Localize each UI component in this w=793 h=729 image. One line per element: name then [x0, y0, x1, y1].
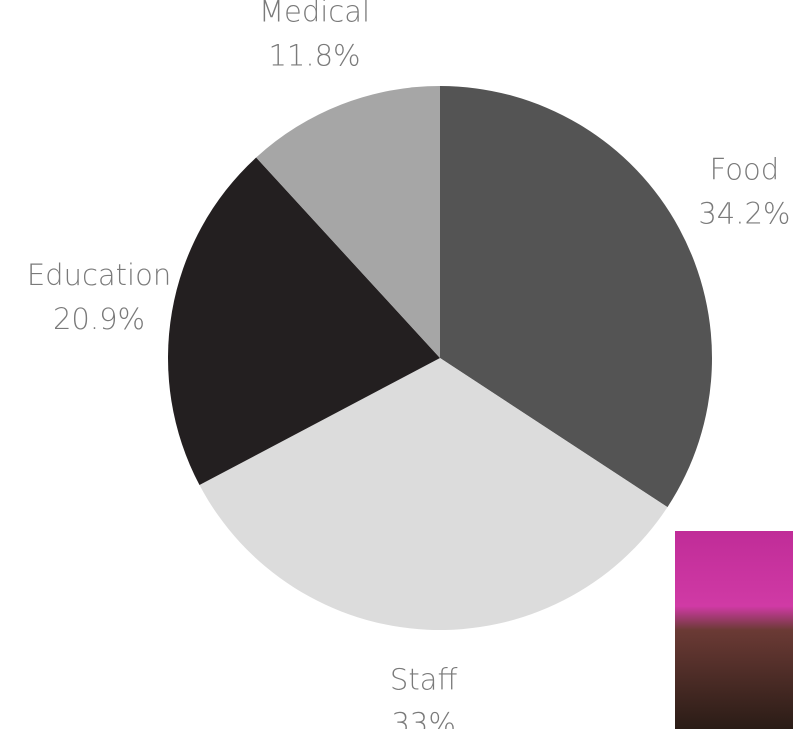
page: {"chart_data": {"type": "pie", "categori…: [0, 0, 793, 729]
slice-value-label: 34.2%: [698, 197, 790, 231]
slice-value-label: 11.8%: [268, 39, 360, 73]
slice-label: Staff: [390, 663, 458, 697]
chart: Food 34.2% Staff 33% Education 20.9% Medical 11…: [0, 0, 793, 729]
slice-label: Education: [27, 258, 171, 292]
slice-label: Medical: [259, 0, 370, 29]
slice-label: Food: [710, 153, 780, 187]
slice-value-label: 20.9%: [53, 302, 145, 336]
slice-value-label: 33%: [391, 707, 455, 729]
photo: [675, 531, 793, 729]
pie: [168, 86, 712, 630]
